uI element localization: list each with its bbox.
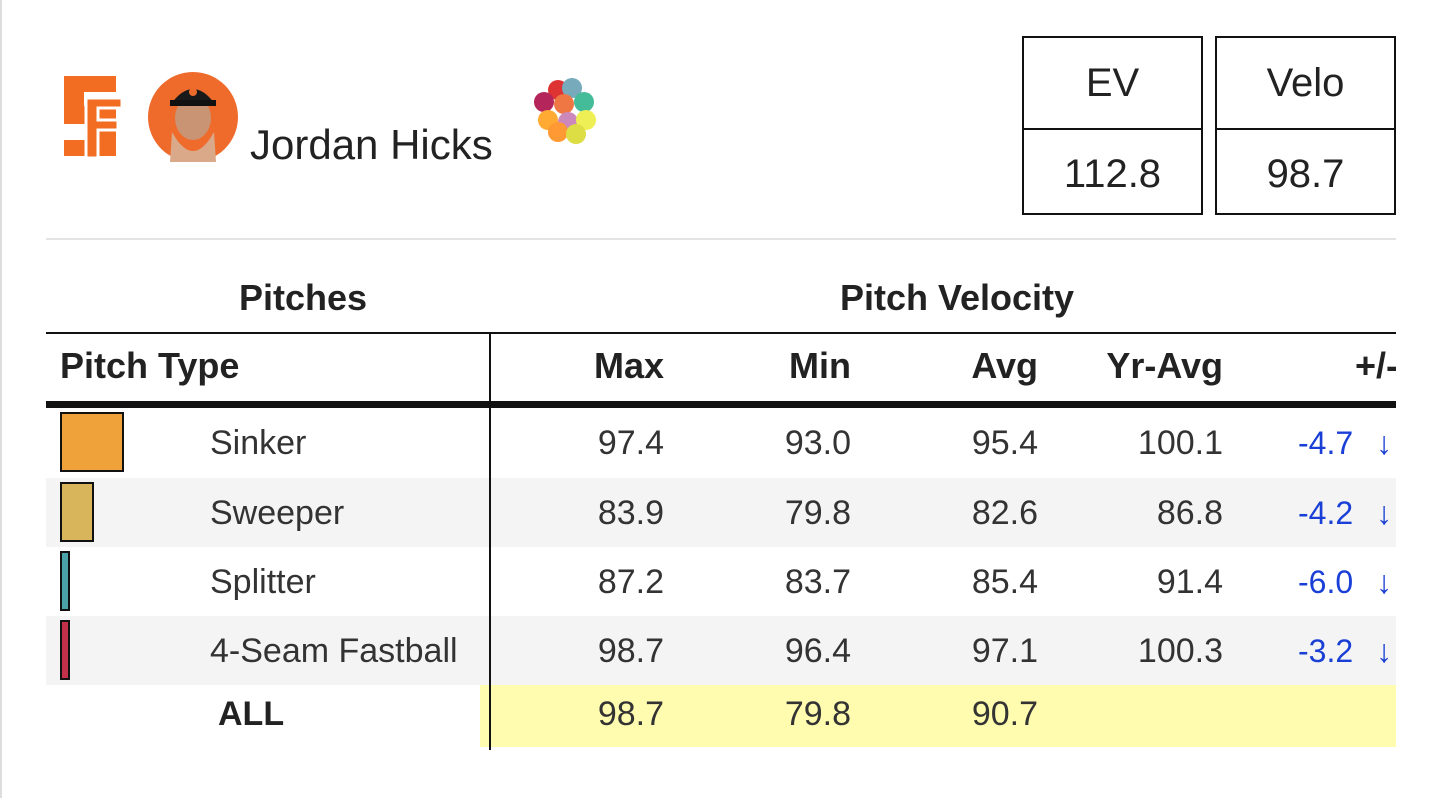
total-bg <box>480 685 1396 747</box>
player-avatar <box>148 72 238 162</box>
team-logo <box>64 76 124 160</box>
cell-value: 79.8 <box>784 493 851 532</box>
left-border <box>0 0 2 798</box>
cell-value: 91.4 <box>1156 562 1223 601</box>
cell-value: 86.8 <box>1156 493 1223 532</box>
cell-value: 93.0 <box>784 423 851 462</box>
column-header: Pitch Type <box>60 345 240 386</box>
total-value: 98.7 <box>597 695 664 733</box>
column-header: Max <box>593 345 664 386</box>
stat-box: Velo 98.7 <box>1215 36 1396 215</box>
stat-divider <box>1217 128 1394 130</box>
diff-value: -6.0 <box>1298 563 1354 600</box>
pitch-name: 4-Seam Fastball <box>210 631 458 670</box>
total-value: 90.7 <box>971 695 1038 733</box>
pitch-color-bar <box>60 412 124 472</box>
pitch-color-bar <box>60 620 70 680</box>
cell-value: 85.4 <box>971 562 1038 601</box>
pitch-name: Splitter <box>210 562 316 601</box>
column-header: +/- <box>1355 345 1396 386</box>
pitch-color-bar <box>60 551 70 611</box>
col-divider <box>489 333 491 750</box>
player-name: Jordan Hicks <box>250 121 493 168</box>
pitch-table: Pitches Pitch Velocity Pitch Type Max Min Avg… <box>46 240 1396 750</box>
cell-value: 96.4 <box>784 631 851 670</box>
cell-value: 87.2 <box>597 562 664 601</box>
stat-divider <box>1024 128 1201 130</box>
diff-value: -3.2 <box>1298 632 1354 669</box>
stat-label: EV <box>1085 61 1140 105</box>
pitch-name: Sweeper <box>210 493 345 532</box>
row-bg <box>46 616 1396 685</box>
rule <box>46 332 1396 334</box>
divider <box>46 238 1396 240</box>
cell-value: 98.7 <box>597 631 664 670</box>
group-header: Pitch Velocity <box>839 277 1075 318</box>
column-header: Yr-Avg <box>1106 345 1223 386</box>
stat-box: EV 112.8 <box>1022 36 1203 215</box>
group-header: Pitches <box>238 277 368 318</box>
rule-thick <box>46 401 1396 408</box>
stat-label: Velo <box>1266 61 1345 105</box>
diff-arrow: ↓ <box>1376 632 1392 669</box>
column-header: Avg <box>971 345 1038 386</box>
pitch-mix-icon <box>534 78 596 144</box>
cell-value: 95.4 <box>971 423 1038 462</box>
cell-value: 100.1 <box>1137 423 1223 462</box>
diff-value: -4.7 <box>1298 424 1354 461</box>
diff-arrow: ↓ <box>1376 424 1392 461</box>
cell-value: 83.9 <box>597 493 664 532</box>
cell-value: 97.4 <box>597 423 664 462</box>
cell-value: 82.6 <box>971 493 1038 532</box>
pitch-color-bar <box>60 482 94 542</box>
diff-value: -4.2 <box>1298 494 1354 531</box>
diff-arrow: ↓ <box>1376 563 1392 600</box>
stat-value: 112.8 <box>1063 152 1162 196</box>
pitch-name: Sinker <box>210 423 307 462</box>
cell-value: 100.3 <box>1137 631 1223 670</box>
diff-arrow: ↓ <box>1376 494 1392 531</box>
row-bg <box>46 478 1396 547</box>
total-label: ALL <box>218 695 285 733</box>
stat-value: 98.7 <box>1266 152 1345 196</box>
column-header: Min <box>789 345 851 386</box>
cell-value: 97.1 <box>971 631 1038 670</box>
total-value: 79.8 <box>784 695 851 733</box>
cell-value: 83.7 <box>784 562 851 601</box>
